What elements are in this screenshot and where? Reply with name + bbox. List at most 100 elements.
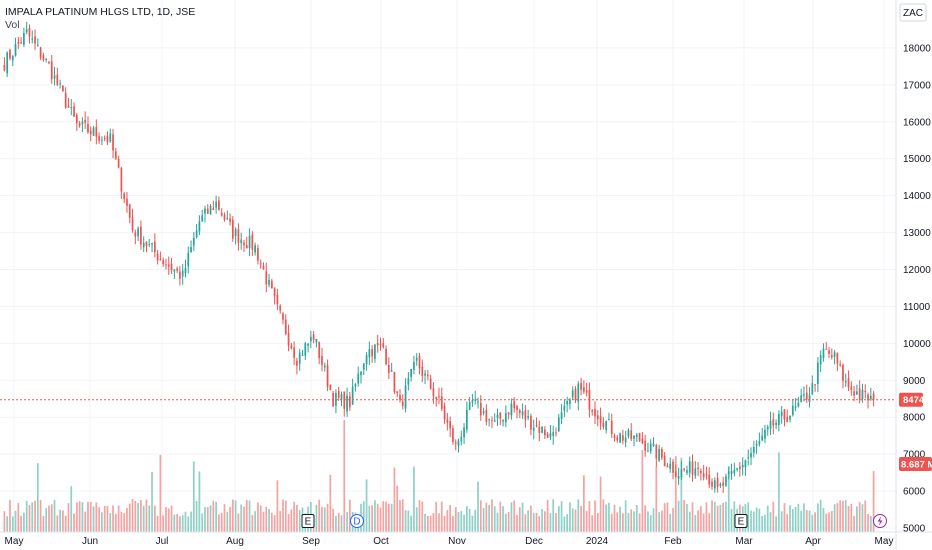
candle-body [577, 383, 580, 402]
volume-bar [485, 502, 488, 532]
candle-body [644, 440, 647, 451]
candle-body [700, 470, 702, 473]
candle-body [521, 411, 524, 416]
candle [279, 304, 282, 314]
volume-bar [652, 508, 655, 532]
volume-bar [844, 500, 847, 532]
candle-body [251, 234, 254, 250]
volume-bar [390, 503, 393, 532]
candle-body [630, 430, 633, 440]
candle-body [828, 350, 830, 354]
volume-bar [694, 515, 697, 532]
candle [521, 403, 524, 419]
volume-bar [440, 501, 443, 532]
candle [48, 61, 50, 65]
volume-bar [148, 505, 151, 532]
candle-body [736, 468, 738, 470]
candle [276, 288, 279, 311]
candle [290, 343, 293, 350]
candle [128, 203, 131, 224]
volume-bar [173, 514, 176, 532]
candle-body [11, 56, 14, 61]
candle-body [360, 371, 362, 376]
candle [229, 213, 231, 226]
candle-body [538, 426, 541, 433]
candle-body [516, 406, 518, 410]
volume-bar [287, 514, 290, 532]
currency-button[interactable]: ZAC [899, 3, 927, 22]
volume-bar [858, 502, 861, 532]
candle-body [791, 405, 794, 416]
volume-bar [733, 501, 736, 532]
volume-bar [75, 502, 78, 532]
candle [251, 231, 254, 257]
candle [298, 349, 301, 371]
candle [853, 385, 855, 402]
candle [218, 196, 220, 211]
candle-body [819, 355, 822, 365]
candle [262, 262, 265, 270]
candle [791, 398, 794, 417]
candle-body [312, 334, 315, 341]
candle [273, 287, 276, 305]
candle [566, 396, 569, 413]
candle [198, 215, 201, 236]
volume-bar [11, 516, 14, 532]
volume-bar [273, 515, 276, 532]
candle [206, 204, 209, 214]
volume-bar [156, 515, 159, 532]
candle [772, 412, 775, 435]
candle [268, 273, 270, 288]
candle-body [62, 85, 64, 92]
volume-bar [101, 512, 103, 532]
candle-body [580, 382, 582, 390]
candle-body [75, 115, 78, 124]
volume-bar [853, 516, 855, 532]
candle-body [647, 450, 649, 452]
candle-body [713, 480, 716, 489]
volume-bar [270, 512, 273, 532]
volume-bar [120, 511, 123, 532]
volume-bar [248, 500, 251, 532]
volume-bar [535, 512, 538, 532]
candle [426, 369, 429, 381]
candle-body [605, 421, 608, 430]
volume-bar [541, 509, 543, 532]
candle-body [864, 391, 867, 393]
candle [560, 403, 563, 425]
candle-body [566, 401, 569, 405]
volume-bar [608, 502, 610, 532]
volume-bar [128, 503, 131, 532]
dividend-badge-icon[interactable]: D [350, 514, 364, 528]
volume-bar [293, 501, 295, 532]
candle-body [351, 386, 354, 405]
candle [805, 384, 808, 404]
volume-bar [532, 512, 535, 532]
candle-body [348, 396, 351, 408]
candle-body [165, 264, 167, 266]
candle [343, 391, 346, 417]
candle-body [114, 151, 117, 159]
candle-body [808, 395, 811, 402]
candle-body [50, 61, 53, 80]
volume-bar [393, 467, 396, 532]
volume-bar [516, 514, 518, 532]
candle [9, 48, 11, 61]
volume-bar [527, 510, 530, 532]
earnings-badge-icon[interactable]: E [734, 514, 748, 528]
volume-bar [499, 501, 502, 532]
earnings-badge-icon[interactable]: E [301, 514, 315, 528]
lightning-icon[interactable] [873, 514, 887, 528]
candle-body [36, 44, 39, 46]
candle [557, 413, 560, 432]
candle [14, 37, 17, 57]
volume-bar [220, 512, 223, 532]
candle-body [109, 133, 112, 142]
lightning-glyph [877, 516, 883, 526]
candle-body [156, 253, 159, 261]
volume-bar [413, 466, 415, 532]
candle [449, 416, 452, 438]
y-tick-label: 17000 [903, 80, 931, 91]
